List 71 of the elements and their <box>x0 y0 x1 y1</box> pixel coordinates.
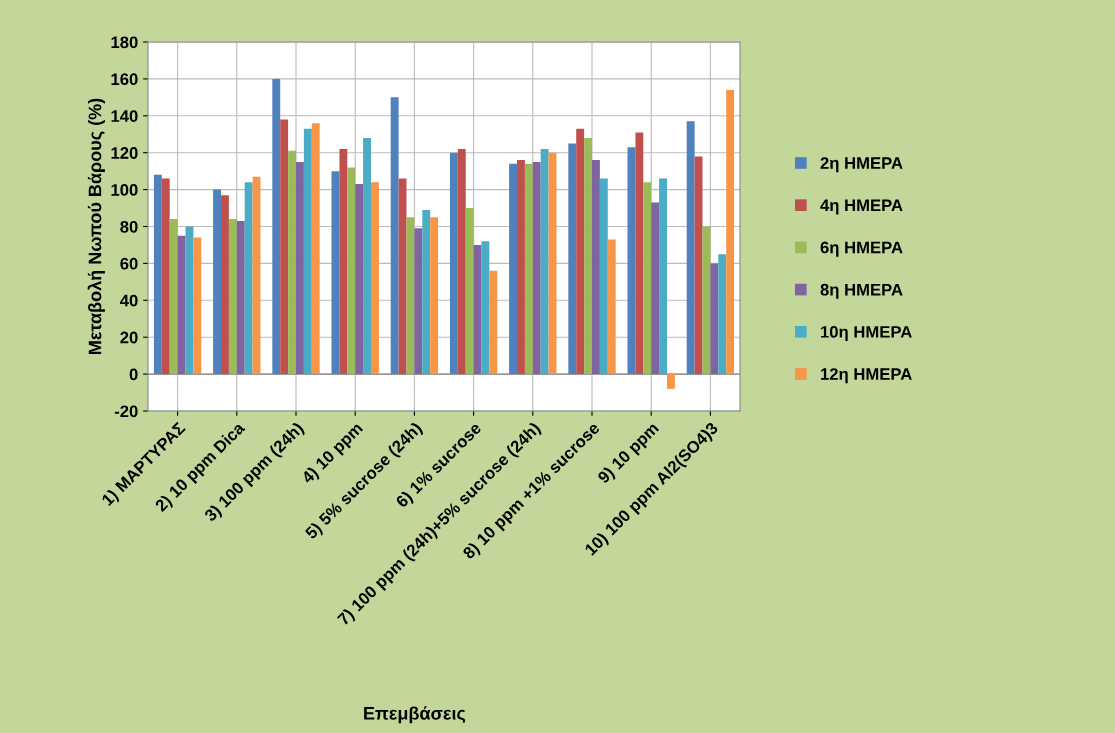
x-axis-title: Επεμβάσεις <box>364 706 466 724</box>
y-tick-label: 180 <box>111 36 138 49</box>
bar <box>643 182 652 375</box>
bar <box>599 178 608 375</box>
legend-label: 6η ΗΜΕΡΑ <box>820 241 903 257</box>
bar <box>213 189 222 375</box>
bar <box>363 137 371 375</box>
bar <box>592 160 600 375</box>
y-tick-label: 60 <box>120 257 138 270</box>
legend-label: 4η ΗΜΕΡΑ <box>820 199 903 215</box>
y-tick-label: 20 <box>120 331 138 344</box>
bar <box>449 152 458 375</box>
bar <box>303 128 312 375</box>
bar <box>430 217 439 375</box>
bar <box>161 178 170 375</box>
bar <box>710 263 719 375</box>
bar <box>355 184 364 375</box>
bar <box>584 137 592 375</box>
bar <box>272 78 281 375</box>
bar <box>517 160 525 375</box>
bar <box>296 161 304 375</box>
bar <box>221 195 229 375</box>
bar <box>481 241 490 375</box>
bar <box>236 220 245 375</box>
bar <box>686 121 695 375</box>
y-tick-label: 140 <box>111 110 138 122</box>
bar <box>576 128 585 375</box>
legend-label: 10η ΗΜΕΡΑ <box>821 325 912 342</box>
bar <box>339 149 348 375</box>
bar <box>465 208 474 375</box>
bar <box>193 237 202 375</box>
bar <box>185 226 194 375</box>
bar <box>666 374 675 389</box>
bar <box>311 123 320 375</box>
bar <box>414 228 423 375</box>
y-tick-label: 80 <box>120 220 138 233</box>
bar <box>659 178 667 375</box>
bar <box>228 219 237 375</box>
bar <box>489 270 498 375</box>
legend-label: 12η ΗΜΕΡΑ <box>821 368 912 384</box>
bar <box>244 182 253 375</box>
bar <box>370 182 379 375</box>
bar <box>457 149 466 375</box>
bar <box>390 97 399 375</box>
bar <box>607 239 616 375</box>
y-tick-label: 160 <box>111 73 138 86</box>
bar <box>347 167 356 375</box>
bar <box>422 209 431 375</box>
bar <box>169 219 178 375</box>
bar <box>718 254 727 375</box>
bar <box>540 149 549 375</box>
bar <box>635 132 644 375</box>
bar <box>568 143 577 375</box>
bar <box>153 174 162 375</box>
y-tick-label: 0 <box>129 368 138 381</box>
y-tick-label: 120 <box>111 147 138 159</box>
y-tick-label: -20 <box>114 405 138 418</box>
bar <box>524 163 533 375</box>
bar <box>532 161 541 375</box>
bar <box>398 178 407 375</box>
bar <box>694 156 703 375</box>
y-tick-label: 40 <box>119 294 138 307</box>
legend-label: 8η ΗΜΕΡΑ <box>820 283 903 299</box>
bar <box>288 150 296 375</box>
y-axis-title: Μεταβολή Νωπού Βάρους (%) <box>87 98 105 354</box>
bar <box>726 89 735 375</box>
legend-label: 2η ΗΜΕΡΑ <box>820 157 903 173</box>
bar <box>280 119 289 375</box>
bar <box>651 202 660 375</box>
bar <box>509 163 518 375</box>
y-tick-label: 100 <box>111 184 138 196</box>
